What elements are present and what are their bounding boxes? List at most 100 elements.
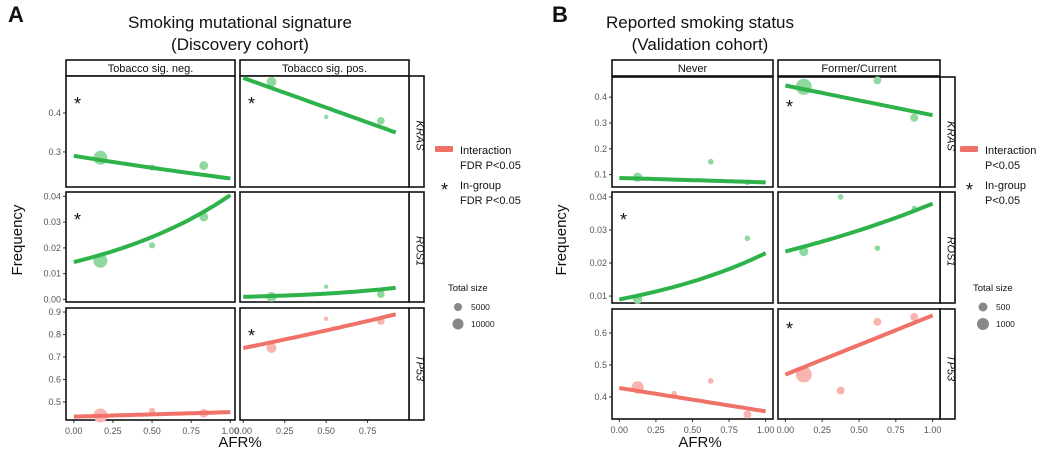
panel-B: B Reported smoking status (Validation coho… [552,2,1036,451]
legend-interaction-label: P<0.05 [985,160,1020,172]
facet-cell-tp53-1 [65,307,236,423]
data-point [743,410,752,419]
y-tick-label: 0.04 [43,191,61,201]
facet-strip-label: Tobacco sig. pos. [282,63,367,75]
panel-title-line: (Validation cohort) [632,35,769,54]
facet-panel [65,75,236,188]
size-legend-label: 5000 [471,302,490,312]
fit-line [242,76,397,135]
y-axis-label: Frequency [553,204,570,275]
x-tick-label: 0.00 [65,426,83,436]
data-point [376,290,385,299]
x-tick-label: 0.50 [850,425,868,435]
facet-panel [239,307,410,421]
panel-label: A [8,2,24,27]
y-tick-label: 0.2 [594,144,607,154]
panel-A: A Smoking mutational signature (Discovery … [8,2,521,451]
facet-strip-label: Never [678,63,708,75]
legend-interaction-label: Interaction [460,145,511,157]
x-axis-label: AFR% [678,434,721,451]
legend: Interaction P<0.05 * In-group P<0.05 Total si… [960,145,1036,330]
size-legend-title: Total size [973,283,1013,294]
fit-line [619,176,766,185]
size-legend-label: 1000 [996,319,1015,329]
data-point [266,343,277,353]
panel-title-line: (Discovery cohort) [171,35,309,54]
x-tick-label: 1.00 [222,426,240,436]
row-strip-label: KRAS [414,121,426,152]
fit-line [73,153,231,181]
facet-strip-label: Tobacco sig. neg. [108,63,194,75]
x-tick-label: 0.00 [777,425,795,435]
data-point [323,316,329,321]
panel-title-line: Smoking mutational signature [128,13,352,32]
data-point [910,113,919,122]
x-axis-label: AFR% [218,434,261,451]
x-tick-label: 0.50 [684,425,702,435]
row-strip-label: ROS1 [414,236,426,266]
y-tick-label: 0.6 [48,375,61,385]
fit-line [784,313,934,377]
fit-line [243,285,396,299]
data-point [199,161,209,171]
facet-panel [65,307,236,421]
fit-line [73,410,231,419]
significance-asterisk: * [620,210,627,230]
y-tick-label: 0.6 [594,328,607,338]
x-tick-label: 1.00 [757,425,775,435]
facet-cell-ros1-1: * [611,191,774,304]
size-legend-circle [452,318,464,330]
y-tick-label: 0.03 [589,225,607,235]
x-tick-label: 0.75 [359,426,377,436]
facet-panel [611,191,774,304]
y-tick-label: 0.04 [589,192,607,202]
facet-cell-tp53-1 [611,308,774,420]
data-point [910,312,919,321]
x-tick-label: 0.25 [813,425,831,435]
facet-cell-kras-1 [611,76,774,188]
fit-line [242,312,397,350]
y-tick-label: 0.4 [594,392,607,402]
size-legend-label: 10000 [471,319,495,329]
significance-asterisk: * [786,97,793,117]
facet-cell-kras-1: * [65,75,236,188]
fit-line [784,201,934,254]
facet-cell-ros1-2 [777,191,941,304]
facet-cell-ros1-2 [239,191,410,303]
facet-cell-kras-2: * [239,75,410,188]
x-tick-label: 0.75 [720,425,738,435]
facet-cell-tp53-2: * [777,308,941,420]
y-tick-label: 0.1 [594,170,607,180]
row-strip-label: ROS1 [945,237,957,267]
significance-asterisk: * [74,94,81,114]
y-tick-label: 0.4 [48,108,61,118]
size-legend-circle [454,303,462,311]
legend: Interaction FDR P<0.05 * In-group FDR P<0.05… [435,145,521,330]
significance-asterisk: * [786,319,793,339]
facet-panel [611,308,774,420]
data-point [744,235,751,242]
data-point [266,76,277,87]
legend-ingroup-label: In-group [985,180,1026,192]
x-tick-label: 0.75 [887,425,905,435]
interaction-line-swatch [435,146,453,152]
data-point [323,284,329,289]
x-tick-label: 0.50 [317,426,335,436]
legend-ingroup-label: FDR P<0.05 [460,195,521,207]
data-point [873,76,882,85]
facet-cell-tp53-2: * [239,307,410,421]
legend-interaction-label: FDR P<0.05 [460,160,521,172]
fit-line [618,251,767,302]
x-tick-label: 0.25 [647,425,665,435]
facet-panel [777,308,941,420]
facet-strip [777,59,941,77]
legend-ingroup-label: In-group [460,180,501,192]
y-tick-label: 0.03 [43,217,61,227]
legend-asterisk: * [966,180,973,200]
legend-ingroup-label: P<0.05 [985,195,1020,207]
significance-asterisk: * [248,326,255,346]
data-point [707,158,714,165]
size-legend-label: 500 [996,302,1010,312]
